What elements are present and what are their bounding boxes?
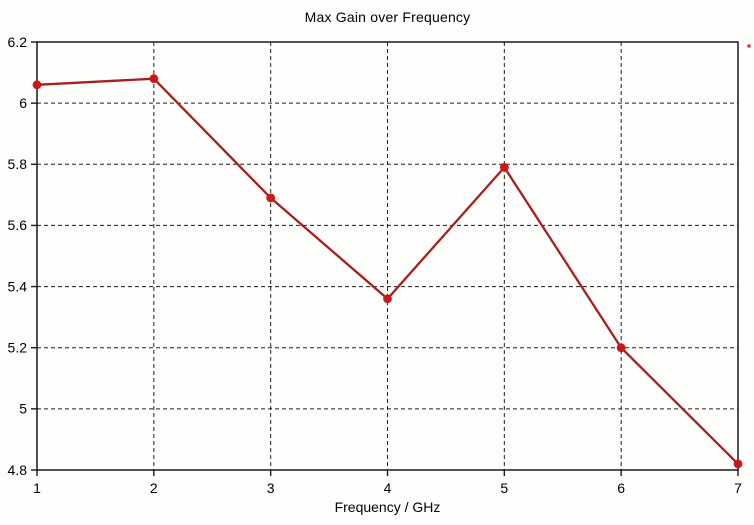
x-axis-label: Frequency / GHz (334, 499, 441, 515)
stray-dot-artifact (747, 44, 751, 48)
y-tick-label: 5.8 (8, 156, 28, 172)
x-tick-label: 5 (500, 480, 508, 496)
chart-title: Max Gain over Frequency (304, 9, 471, 25)
data-point-marker (499, 162, 509, 172)
x-tick-label: 1 (33, 480, 41, 496)
y-tick-label: 5.6 (8, 217, 28, 233)
x-tick-label: 6 (617, 480, 625, 496)
y-tick-label: 5.2 (8, 339, 28, 355)
y-tick-label: 6 (19, 95, 27, 111)
x-tick-label: 2 (150, 480, 158, 496)
data-point-marker (149, 74, 159, 84)
data-point-marker (266, 193, 276, 203)
data-point-marker (616, 343, 626, 353)
x-tick-label: 7 (734, 480, 742, 496)
y-tick-label: 6.2 (8, 34, 28, 50)
x-tick-label: 3 (267, 480, 275, 496)
y-tick-label: 5 (19, 401, 27, 417)
x-tick-label: 4 (384, 480, 392, 496)
y-tick-label: 4.8 (8, 462, 28, 478)
y-tick-label: 5.4 (8, 278, 28, 294)
data-point-marker (383, 294, 392, 304)
data-point-marker (32, 80, 42, 90)
data-point-marker (733, 459, 743, 469)
